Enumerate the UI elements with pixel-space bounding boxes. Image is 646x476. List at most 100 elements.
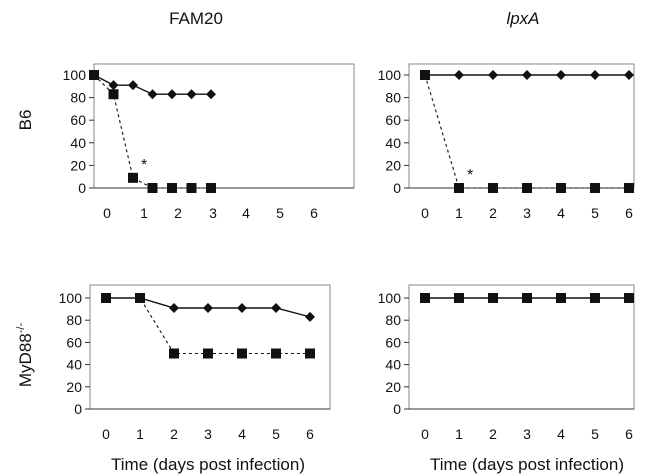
data-point-square [590, 293, 600, 303]
data-point-square [147, 183, 158, 193]
x-tick-label: 1 [140, 205, 148, 221]
x-tick-label: 4 [242, 205, 250, 221]
data-point-diamond [169, 302, 179, 313]
chart-panel: 0 20 40 60 80 100 0 1 2 3 4 5 6 * [63, 63, 355, 221]
y-tick-label: 40 [385, 135, 401, 151]
x-tick-label: 0 [421, 426, 429, 442]
data-point-diamond [271, 302, 281, 313]
y-tick-label: 80 [385, 312, 401, 328]
chart-panel: 0 20 40 60 80 100 0 1 2 3 4 5 6 * [378, 63, 635, 221]
row-label-b6: B6 [16, 110, 35, 131]
y-tick-label: 60 [385, 112, 401, 128]
data-point-diamond [624, 70, 634, 80]
data-point-square [624, 293, 634, 303]
y-tick-label: 60 [70, 112, 86, 128]
data-point-square [167, 183, 177, 193]
significance-asterisk: * [467, 167, 473, 184]
data-point-square [108, 89, 119, 100]
data-point-square [522, 183, 532, 193]
data-point-square [305, 348, 315, 359]
data-point-diamond [590, 70, 600, 80]
data-point-square [237, 348, 247, 359]
data-point-diamond [237, 302, 247, 313]
data-point-square [454, 183, 464, 193]
chart-panel: 0 20 40 60 80 100 0 1 2 3 4 5 6 [59, 284, 331, 442]
data-point-diamond [556, 70, 566, 80]
y-tick-label: 0 [78, 180, 86, 196]
x-tick-label: 6 [625, 205, 633, 221]
x-tick-label: 0 [103, 205, 111, 221]
data-point-square [488, 183, 498, 193]
x-tick-label: 2 [489, 426, 497, 442]
y-tick-label: 20 [385, 157, 401, 173]
data-point-square [128, 172, 138, 183]
y-tick-label: 40 [70, 135, 86, 151]
plot-frame [408, 63, 635, 189]
data-point-square [454, 293, 464, 303]
y-tick-label: 100 [378, 290, 402, 306]
y-tick-label: 0 [74, 401, 82, 417]
x-tick-label: 2 [170, 426, 178, 442]
data-point-diamond [522, 70, 532, 80]
data-point-square [169, 348, 179, 359]
data-point-square [203, 348, 213, 359]
y-tick-label: 20 [66, 379, 82, 395]
y-tick-label: 100 [59, 290, 83, 306]
row-label-myd88: MyD88-/- [15, 323, 35, 388]
x-tick-label: 5 [272, 426, 280, 442]
data-point-square [101, 293, 111, 303]
x-tick-label: 3 [209, 205, 217, 221]
y-tick-label: 0 [393, 401, 401, 417]
data-point-diamond [108, 80, 119, 91]
x-tick-label: 1 [136, 426, 144, 442]
x-tick-label: 1 [455, 426, 463, 442]
x-tick-label: 5 [591, 426, 599, 442]
column-title-fam20: FAM20 [169, 9, 223, 28]
data-point-diamond [305, 311, 315, 322]
chart-panel: 0 20 40 60 80 100 0 1 2 3 4 5 6 [378, 284, 635, 442]
y-tick-label: 60 [66, 334, 82, 350]
data-point-square [420, 293, 430, 303]
data-point-square [556, 293, 566, 303]
x-tick-label: 4 [557, 426, 565, 442]
y-tick-label: 40 [385, 357, 401, 373]
x-tick-label: 6 [625, 426, 633, 442]
data-point-square [522, 293, 532, 303]
y-tick-label: 80 [70, 90, 86, 106]
data-point-square [590, 183, 600, 193]
column-title-lpxa: lpxA [506, 9, 539, 28]
y-tick-label: 20 [70, 157, 86, 173]
x-tick-label: 5 [276, 205, 284, 221]
x-tick-label: 5 [591, 205, 599, 221]
data-point-square [556, 183, 566, 193]
data-point-square [271, 348, 281, 359]
x-tick-label: 4 [557, 205, 565, 221]
data-point-diamond [488, 70, 498, 80]
data-point-diamond [454, 70, 464, 80]
y-tick-label: 100 [378, 67, 402, 83]
x-tick-label: 1 [455, 205, 463, 221]
data-point-diamond [186, 89, 197, 100]
data-point-square [488, 293, 498, 303]
x-axis-label-left: Time (days post infection) [111, 455, 305, 474]
plot-frame [89, 284, 331, 410]
y-tick-label: 20 [385, 379, 401, 395]
x-tick-label: 2 [174, 205, 182, 221]
x-tick-label: 2 [489, 205, 497, 221]
data-point-square [186, 183, 197, 193]
x-tick-label: 3 [204, 426, 212, 442]
series-line-dashed [424, 74, 629, 189]
y-tick-label: 80 [385, 90, 401, 106]
data-point-diamond [128, 80, 138, 91]
data-point-square [420, 70, 430, 80]
y-tick-label: 0 [393, 180, 401, 196]
significance-asterisk: * [141, 157, 147, 174]
data-point-diamond [206, 89, 216, 100]
x-tick-label: 0 [102, 426, 110, 442]
data-point-square [89, 70, 99, 80]
data-point-square [206, 183, 216, 193]
x-tick-label: 4 [238, 426, 246, 442]
y-tick-label: 60 [385, 334, 401, 350]
